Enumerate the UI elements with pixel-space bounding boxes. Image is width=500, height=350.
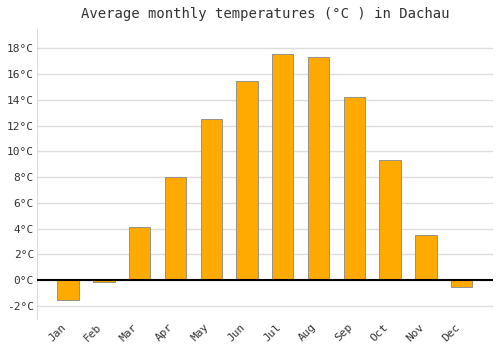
Bar — [129, 228, 150, 280]
Bar — [451, 280, 472, 287]
Bar — [93, 280, 114, 281]
Bar — [415, 235, 436, 280]
Bar — [236, 80, 258, 280]
Bar — [165, 177, 186, 280]
Bar — [58, 280, 79, 300]
Bar — [200, 119, 222, 280]
Bar — [380, 160, 401, 280]
Bar — [308, 57, 330, 280]
Bar — [272, 54, 293, 280]
Bar — [344, 97, 365, 280]
Title: Average monthly temperatures (°C ) in Dachau: Average monthly temperatures (°C ) in Da… — [80, 7, 449, 21]
